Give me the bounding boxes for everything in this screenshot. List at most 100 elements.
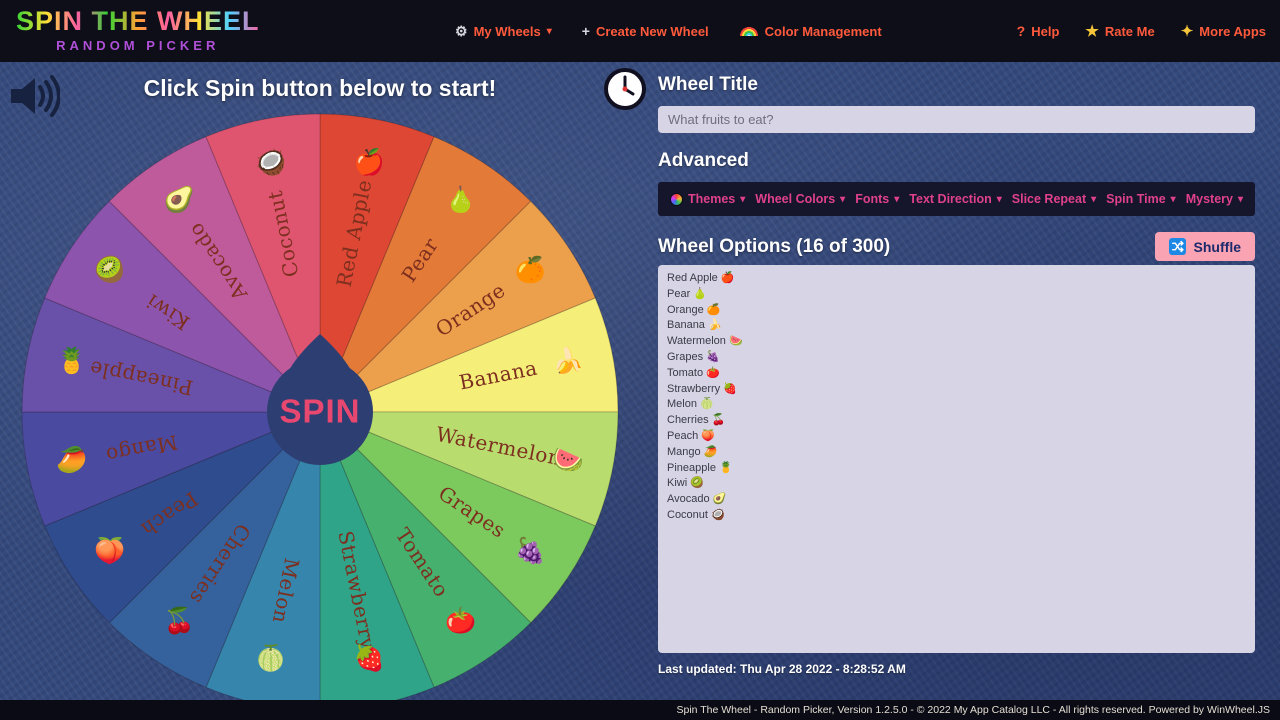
menu-help[interactable]: ? Help	[1017, 23, 1060, 39]
sparkle-icon: ✦	[1180, 23, 1194, 40]
slice-fruit-icon: 🥥	[255, 148, 286, 177]
option-item[interactable]: Melon 🍈	[667, 398, 714, 411]
caret-down-icon: ▾	[996, 193, 1002, 205]
speaker-icon	[11, 75, 61, 117]
menu-my-wheels[interactable]: ⚙ My Wheels ▾	[455, 23, 552, 40]
dropdown-wheel-colors-label: Wheel Colors	[755, 192, 836, 206]
caret-down-icon: ▾	[840, 193, 846, 205]
plus-icon: +	[581, 23, 590, 39]
prize-wheel: Red Apple🍎Pear🍐Orange🍊Banana 🍌Watermelon🍉…	[21, 113, 619, 700]
slice-fruit-icon: 🍉	[553, 446, 584, 474]
dropdown-fonts[interactable]: Fonts ▾	[855, 192, 899, 206]
wheel-slice-melon	[205, 411, 321, 700]
spin-button-label[interactable]: SPIN	[279, 393, 360, 430]
slice-fruit-icon: 🍑	[94, 536, 125, 565]
wheel-slice-coconut	[205, 113, 321, 413]
slice-fruit-icon: 🍇	[515, 536, 546, 566]
dropdown-mystery-label: Mystery	[1185, 192, 1233, 206]
spin-instruction: Click Spin button below to start!	[143, 75, 497, 101]
dropdown-themes[interactable]: Themes ▾	[670, 192, 745, 206]
option-item[interactable]: Orange 🍊	[667, 303, 721, 316]
dropdown-wheel-colors[interactable]: Wheel Colors ▾	[755, 192, 845, 206]
spin-button[interactable]	[267, 359, 373, 465]
dropdown-slice-repeat[interactable]: Slice Repeat ▾	[1012, 192, 1096, 206]
slice-fruit-icon: 🍈	[255, 643, 286, 673]
slice-fruit-icon: 🍐	[445, 185, 476, 214]
slice-fruit-icon: 🍅	[445, 606, 476, 636]
option-item[interactable]: Cherries 🍒	[667, 414, 726, 427]
option-item[interactable]: Coconut 🥥	[667, 508, 725, 521]
option-item[interactable]: Tomato 🍅	[667, 366, 720, 379]
dropdown-text-direction-label: Text Direction	[909, 192, 992, 206]
star-icon: ★	[1085, 23, 1099, 40]
dropdown-slice-repeat-label: Slice Repeat	[1011, 192, 1087, 206]
option-item[interactable]: Pineapple 🍍	[667, 461, 733, 474]
logo-title: SPIN THE WHEEL	[16, 6, 260, 36]
slice-fruit-icon: 🍍	[56, 346, 87, 375]
wheel-slice-orange	[319, 200, 596, 413]
rainbow-icon	[738, 26, 759, 36]
wheel-slice-watermelon	[319, 411, 619, 527]
dropdown-fonts-label: Fonts	[855, 192, 890, 206]
advanced-heading: Advanced	[658, 150, 749, 171]
dropdown-spin-time[interactable]: Spin Time ▾	[1106, 192, 1176, 206]
dropdown-mystery[interactable]: Mystery ▾	[1186, 192, 1243, 206]
gear-icon: ⚙	[455, 22, 468, 39]
slice-fruit-icon: 🍎	[354, 147, 385, 177]
palette-icon	[670, 192, 683, 206]
menu-more-apps-label: More Apps	[1199, 23, 1266, 39]
wheel-options-list[interactable]: Red Apple 🍎 Pear 🍐 Orange 🍊 Banana 🍌 Waterme…	[658, 265, 1255, 653]
slice-fruit-icon: 🥝	[94, 253, 125, 284]
secondary-menu: ? Help ★ Rate Me ✦ More Apps	[1017, 0, 1266, 62]
menu-rate-me-label: Rate Me	[1104, 23, 1155, 39]
option-item[interactable]: Avocado 🥑	[667, 493, 727, 506]
advanced-toolbar: Themes ▾ Wheel Colors ▾ Fonts ▾ Text Dir…	[658, 182, 1255, 216]
wheel-slice-pineapple	[21, 297, 321, 413]
footer-text: Spin The Wheel - Random Picker, Version …	[676, 704, 1271, 716]
caret-down-icon: ▾	[1170, 193, 1176, 205]
shuffle-button[interactable]: Shuffle	[1154, 232, 1255, 261]
wheel-title-heading: Wheel Title	[658, 74, 758, 95]
wheel-slice-tomato	[319, 411, 532, 688]
option-item[interactable]: Watermelon 🍉	[667, 335, 743, 348]
settings-panel: Wheel Title Advanced Themes ▾ Wheel Colo…	[604, 62, 1255, 676]
caret-down-icon: ▾	[894, 193, 900, 205]
wheel-slice-banana	[319, 297, 619, 413]
dropdown-text-direction[interactable]: Text Direction ▾	[909, 192, 1001, 206]
logo-subtitle: RANDOM PICKER	[56, 38, 220, 53]
dropdown-themes-label: Themes	[688, 192, 736, 206]
main-area: Click Spin button below to start! Red Ap…	[0, 62, 1280, 700]
menu-rate-me[interactable]: ★ Rate Me	[1085, 22, 1154, 40]
shuffle-button-label: Shuffle	[1193, 238, 1241, 255]
option-item[interactable]: Banana 🍌	[667, 319, 722, 332]
caret-down-icon: ▾	[740, 193, 746, 205]
navbar: SPIN THE WHEEL RANDOM PICKER ⚙ My Wheels…	[0, 0, 1280, 62]
caret-down-icon: ▾	[1237, 193, 1243, 205]
caret-down-icon: ▾	[1091, 193, 1097, 205]
menu-more-apps[interactable]: ✦ More Apps	[1181, 22, 1266, 40]
shuffle-icon	[1168, 238, 1186, 255]
option-item[interactable]: Strawberry 🍓	[667, 382, 737, 395]
option-item[interactable]: Mango 🥭	[667, 445, 718, 458]
option-item[interactable]: Pear 🍐	[667, 287, 707, 300]
option-item[interactable]: Grapes 🍇	[667, 350, 720, 363]
slice-fruit-icon: 🍓	[354, 644, 385, 673]
wheel-slice-mango	[21, 411, 321, 527]
slice-fruit-icon: 🥑	[164, 183, 195, 214]
footer: Spin The Wheel - Random Picker, Version …	[0, 700, 1280, 720]
menu-create-new-wheel-label: Create New Wheel	[595, 23, 709, 39]
option-item[interactable]: Peach 🍑	[667, 429, 715, 442]
slice-fruit-icon: 🍊	[515, 255, 548, 284]
last-updated-text: Last updated: Thu Apr 28 2022 - 8:28:52 …	[658, 662, 906, 676]
wheel-options-heading: Wheel Options (16 of 300)	[658, 235, 891, 257]
logo[interactable]: SPIN THE WHEEL RANDOM PICKER	[16, 6, 260, 53]
sound-toggle[interactable]	[8, 74, 61, 123]
slice-fruit-icon: 🥭	[56, 445, 87, 475]
menu-help-label: Help	[1031, 23, 1060, 39]
wheel-title-input[interactable]	[658, 106, 1255, 133]
option-item[interactable]: Red Apple 🍎	[667, 272, 735, 284]
clock-icon	[602, 66, 648, 117]
option-item[interactable]: Kiwi 🥝	[667, 477, 704, 490]
menu-color-management[interactable]: Color Management	[738, 24, 882, 39]
menu-create-new-wheel[interactable]: + Create New Wheel	[582, 23, 709, 39]
